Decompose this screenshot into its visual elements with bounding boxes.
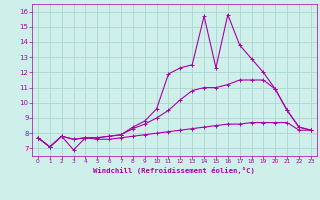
X-axis label: Windchill (Refroidissement éolien,°C): Windchill (Refroidissement éolien,°C) xyxy=(93,167,255,174)
